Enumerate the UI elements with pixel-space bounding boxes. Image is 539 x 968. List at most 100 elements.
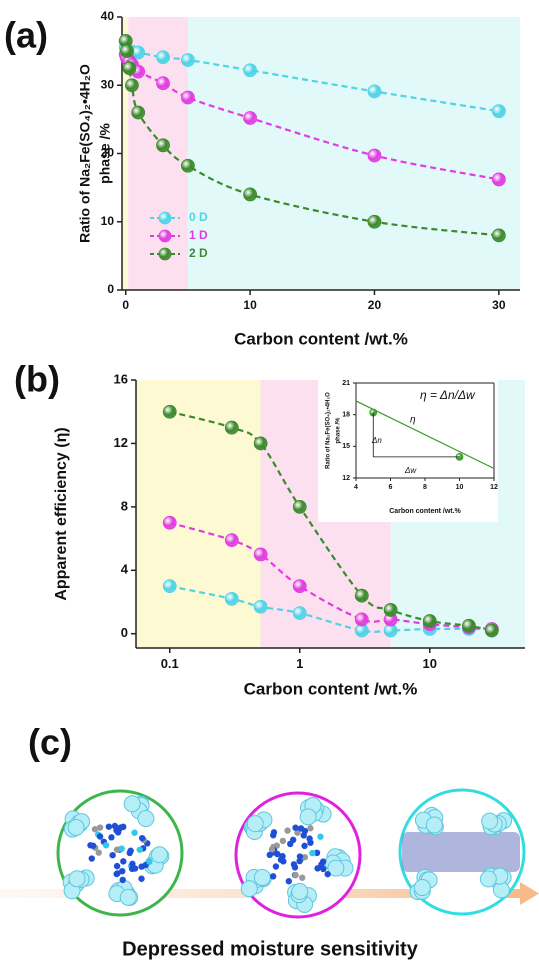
atom	[118, 845, 125, 852]
atom	[292, 824, 299, 831]
y-tick-label: 15	[342, 443, 350, 450]
atom	[284, 827, 291, 834]
atom	[301, 854, 309, 861]
cloud	[68, 870, 86, 888]
y-axis-label: Ratio of Na₂Fe(SO₄)₂•4H₂O	[326, 392, 332, 469]
data-point	[292, 606, 307, 621]
panel-label: (b)	[14, 359, 60, 400]
legend-label: 2 D	[189, 246, 208, 260]
data-point	[224, 591, 239, 606]
x-tick-label: 0.1	[161, 656, 179, 671]
panel-label: (c)	[28, 722, 72, 763]
data-point	[162, 579, 177, 594]
cloud	[119, 888, 137, 906]
y-axis-label: phase /%	[97, 123, 113, 184]
arrow-head	[520, 882, 539, 905]
atom	[131, 829, 138, 836]
atom	[136, 846, 143, 853]
atom	[279, 837, 287, 845]
cloud	[291, 883, 309, 901]
cloud	[240, 880, 258, 898]
annotation: η	[410, 415, 416, 426]
data-point	[162, 515, 177, 530]
y-tick-label: 16	[114, 371, 128, 386]
cloud	[150, 846, 168, 864]
atom	[300, 832, 307, 839]
data-point	[354, 612, 369, 627]
atom	[317, 833, 324, 840]
caption: Depressed moisture sensitivity	[122, 938, 419, 960]
data-point	[354, 588, 369, 603]
legend-label: 1 D	[189, 228, 208, 242]
data-point	[367, 214, 382, 229]
atom	[129, 860, 136, 868]
data-point	[181, 53, 195, 67]
x-axis-label: Carbon content /wt.%	[234, 329, 408, 348]
legend-marker	[158, 211, 172, 225]
graphene-stack	[402, 832, 520, 872]
atom	[119, 876, 126, 884]
atom	[96, 824, 104, 831]
x-tick-label: 30	[492, 298, 506, 312]
atom	[306, 835, 313, 842]
atom	[146, 858, 153, 865]
atom	[111, 822, 119, 830]
atom	[131, 865, 139, 872]
x-tick-label: 8	[423, 484, 427, 491]
data-point	[120, 44, 134, 59]
atom	[113, 870, 120, 878]
atom	[96, 833, 104, 840]
cloud	[481, 812, 499, 830]
x-tick-label: 10	[243, 298, 257, 312]
region	[122, 17, 129, 290]
data-point	[224, 533, 239, 548]
data-point	[491, 104, 506, 119]
atom	[299, 874, 306, 881]
atom	[289, 836, 297, 844]
series-line	[169, 410, 493, 632]
data-point	[243, 111, 258, 125]
y-tick-label: 12	[342, 475, 350, 482]
data-point	[156, 76, 170, 91]
atom	[270, 829, 278, 836]
atom	[296, 853, 304, 860]
data-point	[367, 84, 382, 99]
x-tick-label: 4	[354, 484, 358, 491]
atom	[272, 863, 280, 870]
data-point	[491, 228, 506, 243]
atom	[291, 864, 299, 871]
y-tick-label: 10	[101, 214, 115, 228]
data-point	[292, 499, 307, 514]
atom	[108, 834, 115, 841]
atom	[91, 826, 99, 833]
annotation: Δw	[404, 466, 417, 475]
cloud	[123, 795, 141, 813]
series-line	[169, 585, 492, 634]
data-point	[491, 172, 506, 187]
y-axis-label: Apparent efficiency (η)	[53, 427, 70, 600]
data-point	[243, 63, 258, 78]
atom	[297, 825, 305, 832]
x-tick-label: 12	[490, 484, 498, 491]
data-point	[122, 61, 137, 76]
atom	[95, 849, 102, 856]
atom	[313, 849, 321, 857]
data-point	[162, 404, 177, 419]
atom	[309, 849, 316, 857]
panel-label: (a)	[4, 15, 48, 56]
y-tick-label: 0	[121, 625, 128, 640]
y-tick-label: 0	[107, 282, 114, 296]
data-point	[462, 618, 476, 633]
cloud	[413, 879, 431, 897]
annotation: η = Δn/Δw	[420, 388, 476, 402]
legend-marker	[158, 229, 172, 243]
data-point	[156, 50, 170, 65]
atom	[119, 867, 126, 875]
cloud	[479, 870, 497, 888]
atom	[301, 842, 308, 850]
y-tick-label: 21	[342, 380, 350, 387]
data-point	[383, 603, 398, 617]
cloud	[246, 815, 264, 833]
atom	[138, 834, 146, 842]
